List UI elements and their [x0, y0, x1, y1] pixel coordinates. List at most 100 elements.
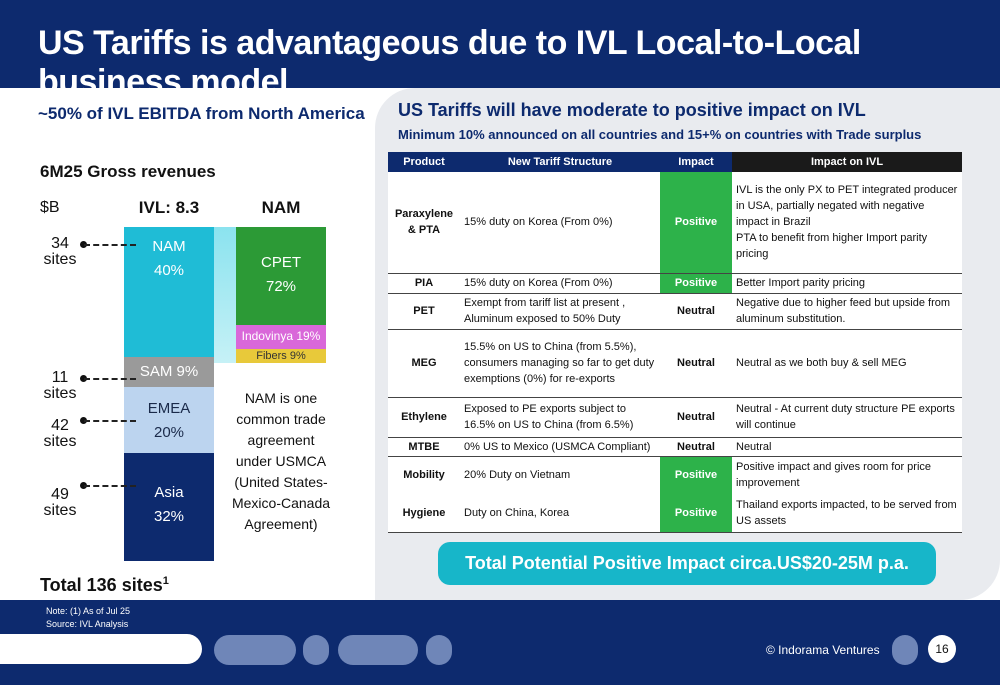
footer-white-bar — [0, 634, 202, 664]
bar-asia-pct: 32% — [153, 508, 185, 525]
bar-nam: NAM 40% — [124, 227, 214, 357]
cell-product: PET — [388, 293, 460, 330]
sites-sam-word: sites — [43, 385, 77, 402]
cell-tariff: 20% Duty on Vietnam — [464, 469, 571, 482]
sites-nam: 34 sites — [40, 236, 80, 268]
table-row: PIA 15% duty on Korea (From 0%) Positive… — [388, 273, 962, 294]
total-sites-text: Total 136 sites — [40, 575, 163, 595]
ivl-total-label: IVL: 8.3 — [138, 198, 200, 217]
cell-tariff: Exempt from tariff list at present , Alu… — [460, 293, 660, 330]
table-row: MEG 15.5% on US to China (from 5.5%), co… — [388, 329, 962, 398]
header-product: Product — [388, 152, 460, 172]
cell-impact: Positive — [660, 172, 732, 274]
sites-emea: 42 sites — [40, 418, 80, 450]
sites-emea-word: sites — [43, 433, 77, 450]
cell-ivl: Neutral - At current duty structure PE e… — [732, 397, 962, 438]
bar-sam-name: SAM 9% — [139, 363, 199, 380]
header-impact: Impact — [660, 152, 732, 172]
site-dot — [80, 241, 87, 248]
site-dot — [80, 482, 87, 489]
cell-ivl: Neutral — [732, 437, 962, 457]
sites-nam-count: 34 — [51, 235, 69, 252]
header-tariff: New Tariff Structure — [460, 152, 660, 172]
site-leader — [84, 420, 136, 422]
sites-emea-count: 42 — [51, 417, 69, 434]
note-text: Note: (1) As of Jul 25 — [46, 606, 131, 616]
total-sites: Total 136 sites1 — [40, 575, 169, 596]
nam-connector — [214, 227, 236, 363]
bar-emea-pct: 20% — [153, 424, 185, 441]
header-impact-ivl: Impact on IVL — [732, 152, 962, 172]
cell-product: Ethylene — [388, 397, 460, 438]
site-leader — [84, 485, 136, 487]
cell-ivl: Positive impact and gives room for price… — [736, 461, 932, 490]
cell-impact: Neutral — [660, 293, 732, 330]
cell-ivl: Better Import parity pricing — [732, 273, 962, 294]
total-impact-banner: Total Potential Positive Impact circa.US… — [438, 542, 936, 585]
footer-pill — [214, 635, 296, 665]
table-row: MTBE 0% US to Mexico (USMCA Compliant) N… — [388, 437, 962, 457]
footer-pill — [426, 635, 452, 665]
site-leader — [84, 378, 136, 380]
footer-pill — [303, 635, 329, 665]
cell-tariff: Exposed to PE exports subject to 16.5% o… — [460, 397, 660, 438]
bar-sam: SAM 9% — [124, 357, 214, 387]
cell-tariff: 15% duty on Korea (From 0%) — [460, 273, 660, 294]
bar-cpet-pct: 72% — [265, 278, 297, 295]
bar-indovinya: Indovinya 19% — [236, 325, 326, 349]
table-header-row: Product New Tariff Structure Impact Impa… — [388, 152, 962, 172]
cell-product: MTBE — [388, 437, 460, 457]
bar-asia-name: Asia — [154, 484, 184, 501]
gross-revenue-label: 6M25 Gross revenues — [40, 162, 216, 181]
table-row: Mobility 20% Duty on Vietnam Positive Po… — [388, 456, 962, 494]
bar-nam-pct: 40% — [153, 262, 185, 279]
bar-nam-name: NAM — [152, 238, 186, 255]
table-row: Paraxylene & PTA 15% duty on Korea (From… — [388, 172, 962, 274]
cell-ivl: Negative due to higher feed but upside f… — [732, 293, 962, 330]
sites-asia-word: sites — [43, 502, 77, 519]
sites-sam: 11 sites — [40, 370, 80, 402]
cell-product: MEG — [388, 329, 460, 398]
page-number: 16 — [928, 635, 956, 663]
tariff-table: Product New Tariff Structure Impact Impa… — [388, 152, 962, 533]
cell-product: Hygiene — [388, 494, 460, 533]
cell-product: Mobility — [403, 469, 445, 482]
cell-product: Paraxylene & PTA — [388, 172, 460, 274]
ebitda-heading: ~50% of IVL EBITDA from North America — [38, 104, 365, 123]
cell-tariff: Duty on China, Korea — [460, 494, 660, 533]
table-row: Hygiene Duty on China, Korea Positive Th… — [388, 494, 962, 533]
cell-tariff: 15% duty on Korea (From 0%) — [460, 172, 660, 274]
cell-tariff: 15.5% on US to China (from 5.5%), consum… — [460, 329, 660, 398]
cell-tariff: 0% US to Mexico (USMCA Compliant) — [460, 437, 660, 457]
source-text: Source: IVL Analysis — [46, 619, 129, 629]
footer-pill — [338, 635, 418, 665]
table-row: PET Exempt from tariff list at present ,… — [388, 293, 962, 330]
cell-impact: Positive — [660, 456, 732, 494]
bar-cpet: CPET 72% — [236, 227, 326, 325]
bar-asia: Asia 32% — [124, 453, 214, 561]
cell-impact: Neutral — [660, 437, 732, 457]
footnote-mark: 1 — [162, 575, 169, 587]
site-leader — [84, 244, 136, 246]
sites-nam-word: sites — [43, 251, 77, 268]
tariff-table-wrap: Product New Tariff Structure Impact Impa… — [388, 152, 962, 533]
cell-ivl: Neutral as we both buy & sell MEG — [732, 329, 962, 398]
site-dot — [80, 417, 87, 424]
cell-product: PIA — [388, 273, 460, 294]
cell-impact: Positive — [660, 273, 732, 294]
cell-impact: Neutral — [660, 329, 732, 398]
usmca-note: NAM is one common trade agreement under … — [231, 390, 331, 532]
sites-sam-count: 11 — [51, 369, 69, 386]
sites-asia-count: 49 — [51, 486, 69, 503]
tariff-heading: US Tariffs will have moderate to positiv… — [398, 100, 866, 120]
cell-impact: Positive — [660, 494, 732, 533]
bar-emea-name: EMEA — [147, 400, 191, 417]
nam-column-label: NAM — [261, 198, 301, 217]
table-row: Ethylene Exposed to PE exports subject t… — [388, 397, 962, 438]
unit-label: $B — [40, 199, 60, 216]
sites-asia: 49 sites — [40, 487, 80, 519]
cell-ivl: Thailand exports impacted, to be served … — [732, 494, 962, 533]
page-title: US Tariffs is advantageous due to IVL Lo… — [0, 0, 1000, 101]
bar-fibers: Fibers 9% — [236, 349, 326, 363]
footer-pill — [892, 635, 918, 665]
